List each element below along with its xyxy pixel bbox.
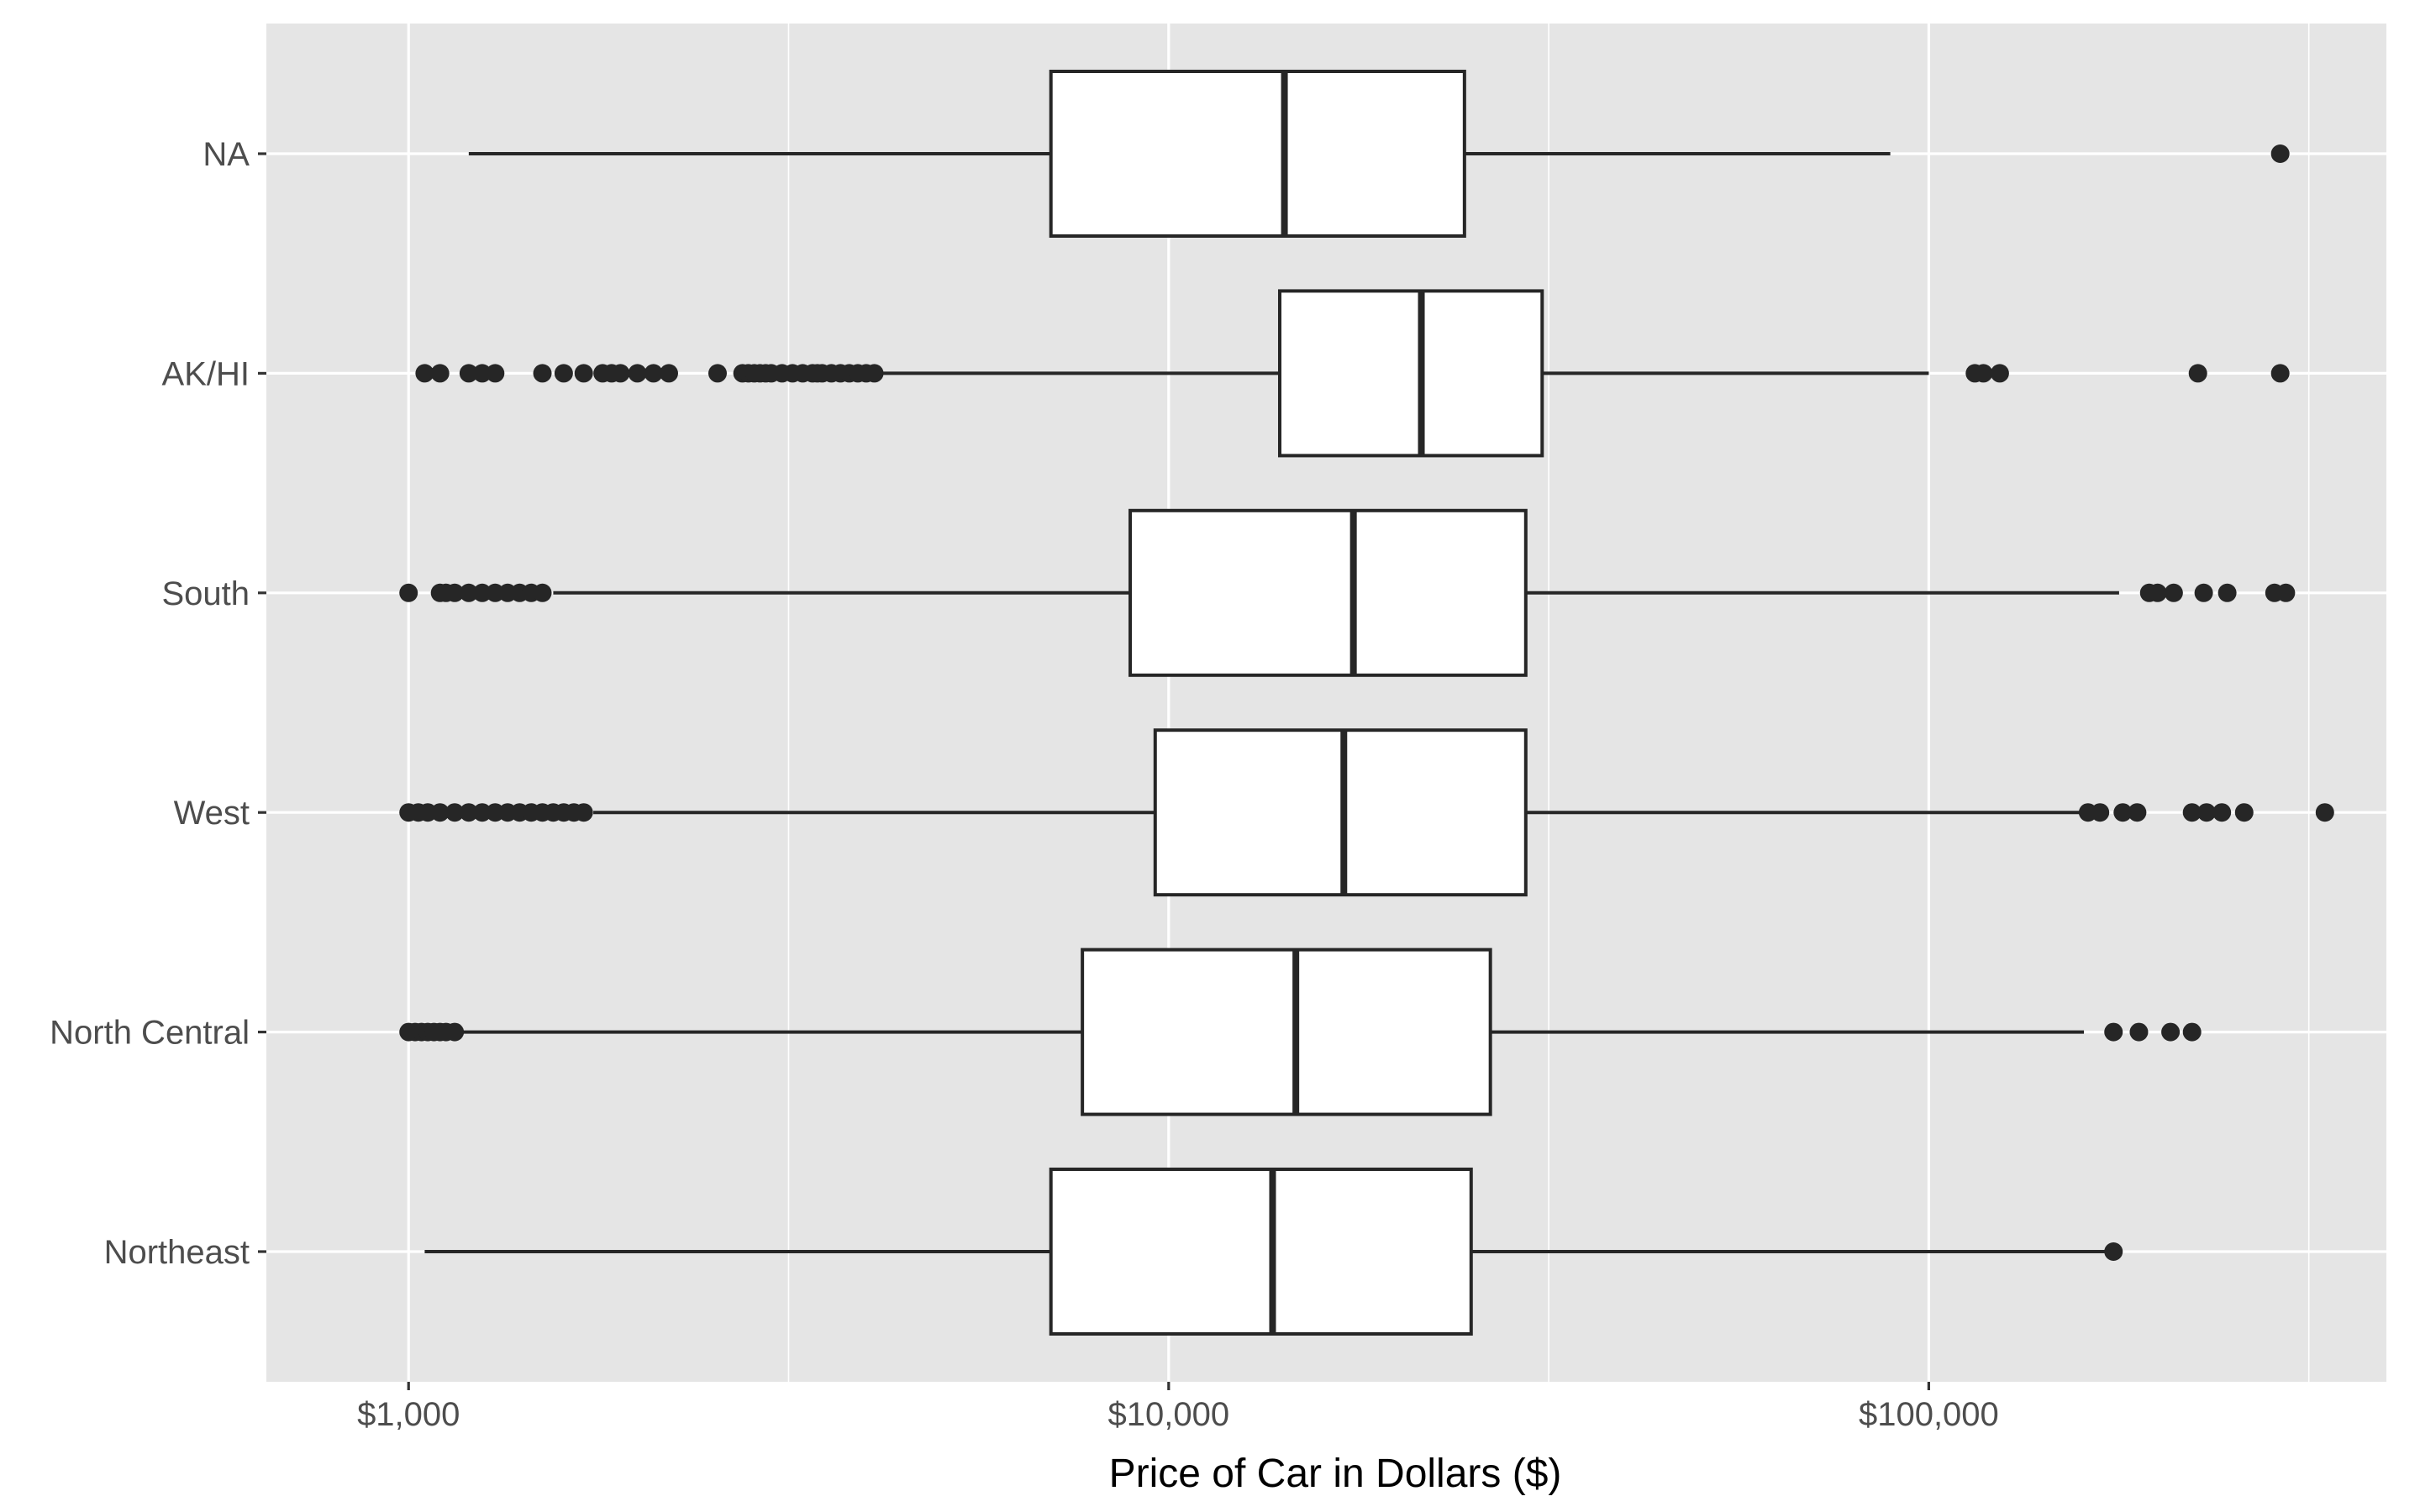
y-tick-label: NA <box>203 136 250 173</box>
outlier-point <box>2315 803 2334 822</box>
outlier-point <box>611 364 630 383</box>
y-tick-label: South <box>161 575 250 612</box>
plot-panel <box>266 24 2386 1382</box>
outlier-point <box>2182 803 2202 822</box>
outlier-point <box>533 583 552 602</box>
outlier-point <box>445 803 465 822</box>
box <box>1128 508 1528 677</box>
outlier-point <box>2270 144 2290 163</box>
outlier-point <box>2276 583 2296 602</box>
outlier-point <box>2113 803 2133 822</box>
outlier-point <box>2164 583 2183 602</box>
outlier-point <box>628 364 647 383</box>
box <box>1081 948 1492 1116</box>
outlier-point <box>659 364 678 383</box>
box <box>1277 289 1544 458</box>
minor-gridlines <box>787 24 2310 1382</box>
outlier-point <box>472 583 492 602</box>
outlier-point <box>865 364 884 383</box>
box-group <box>424 1168 2123 1336</box>
outlier-point <box>2128 803 2147 822</box>
box-group <box>468 70 2290 238</box>
outlier-point <box>472 803 492 822</box>
outlier-point <box>445 1022 465 1042</box>
box <box>1049 1168 1473 1336</box>
outlier-point <box>1990 364 2009 383</box>
x-tick-label: $1,000 <box>357 1396 460 1433</box>
outlier-point <box>2148 583 2167 602</box>
outlier-point <box>459 583 478 602</box>
outlier-point <box>2161 1022 2181 1042</box>
outlier-point <box>2104 1022 2123 1042</box>
y-tick-label: AK/HI <box>162 355 250 392</box>
outlier-point <box>2234 803 2254 822</box>
outlier-point <box>486 364 505 383</box>
outlier-point <box>644 364 663 383</box>
outlier-point <box>2091 803 2110 822</box>
outlier-point <box>708 364 727 383</box>
boxplot-series <box>399 70 2334 1336</box>
outlier-point <box>554 364 573 383</box>
outlier-point <box>533 364 552 383</box>
outlier-point <box>472 364 492 383</box>
outlier-point <box>415 364 434 383</box>
outlier-point <box>2197 803 2217 822</box>
box-group <box>399 728 2334 897</box>
outlier-point <box>2194 583 2213 602</box>
x-tick-label: $100,000 <box>1859 1396 1999 1433</box>
x-axis: $1,000 $10,000 $100,000 <box>357 1382 1999 1433</box>
outlier-point <box>430 364 450 383</box>
outlier-point <box>1974 364 1993 383</box>
y-tick-label: West <box>174 795 250 832</box>
outlier-point <box>574 803 593 822</box>
y-tick-label: North Central <box>50 1015 250 1052</box>
box-group <box>399 508 2296 677</box>
box-group <box>399 948 2202 1116</box>
outlier-point <box>459 364 478 383</box>
outlier-point <box>430 803 450 822</box>
box-group <box>415 289 2290 458</box>
outlier-point <box>459 803 478 822</box>
outlier-point <box>574 364 593 383</box>
y-axis: NA AK/HI South West North Central Northeast <box>50 136 266 1271</box>
outlier-point <box>445 583 465 602</box>
box <box>1049 70 1466 238</box>
y-tick-label: Northeast <box>104 1234 250 1271</box>
outlier-point <box>2182 1022 2202 1042</box>
outlier-point <box>2129 1022 2149 1042</box>
outlier-point <box>2104 1242 2123 1261</box>
outlier-point <box>2270 364 2290 383</box>
x-tick-label: $10,000 <box>1108 1396 1230 1433</box>
outlier-point <box>2212 803 2232 822</box>
outlier-point <box>2217 583 2237 602</box>
outlier-point <box>399 583 418 602</box>
x-axis-title: Price of Car in Dollars ($) <box>1109 1452 1562 1496</box>
outlier-point <box>2188 364 2207 383</box>
